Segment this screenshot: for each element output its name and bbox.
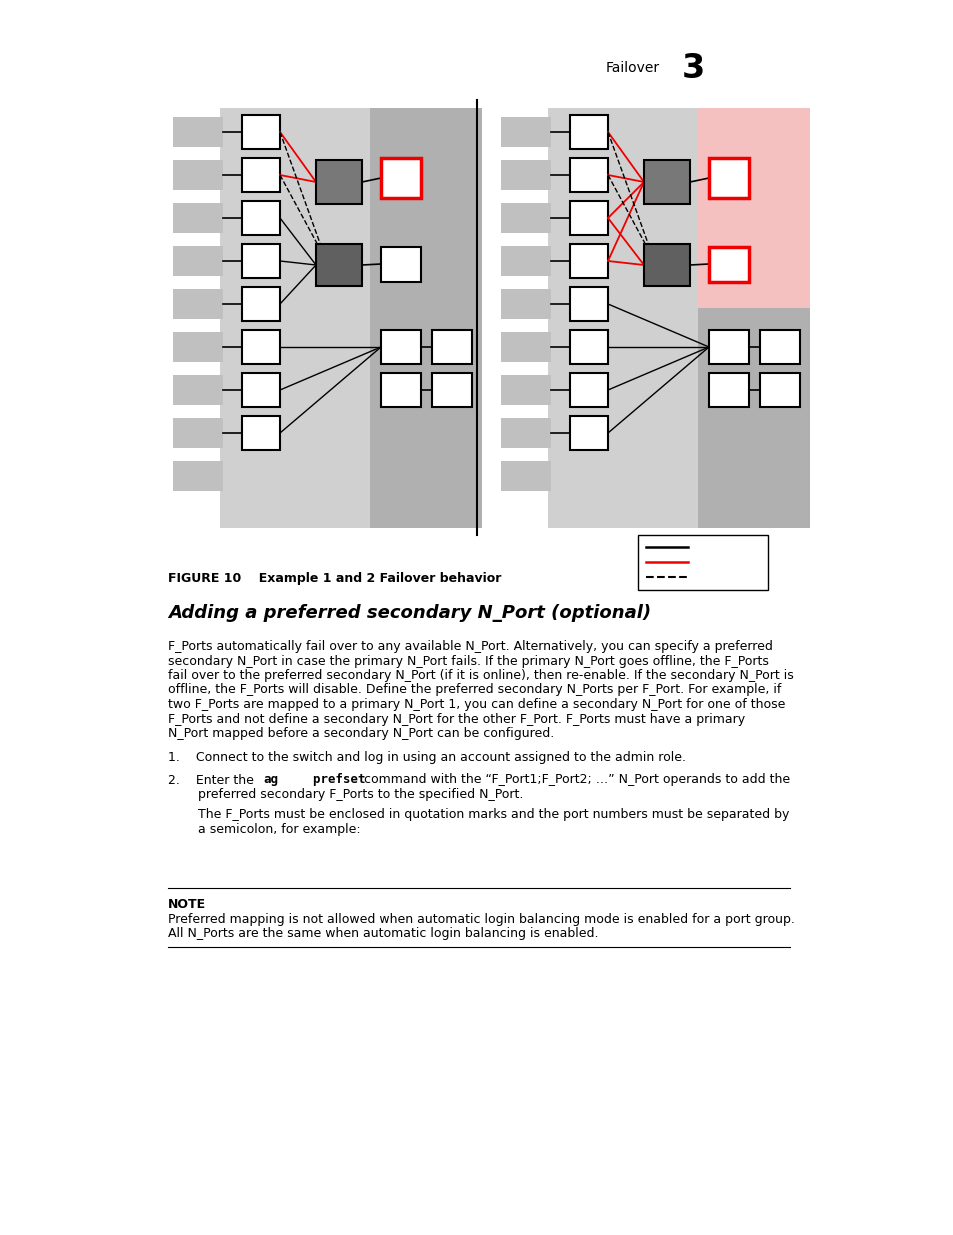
Text: 2.    Enter the: 2. Enter the xyxy=(168,773,257,787)
Bar xyxy=(500,332,551,362)
Bar xyxy=(569,115,607,149)
Text: The F_Ports must be enclosed in quotation marks and the port numbers must be sep: The F_Ports must be enclosed in quotatio… xyxy=(198,808,788,821)
Bar xyxy=(172,289,223,319)
Bar xyxy=(172,375,223,405)
Bar xyxy=(172,117,223,147)
Bar xyxy=(242,330,280,364)
Bar xyxy=(569,158,607,191)
Text: F_Ports automatically fail over to any available N_Port. Alternatively, you can : F_Ports automatically fail over to any a… xyxy=(168,640,772,653)
Text: Failover: Failover xyxy=(605,61,659,75)
Text: offline, the F_Ports will disable. Define the preferred secondary N_Ports per F_: offline, the F_Ports will disable. Defin… xyxy=(168,683,781,697)
Bar xyxy=(569,416,607,450)
Bar xyxy=(380,330,420,364)
Bar xyxy=(708,247,748,282)
Text: N_Port mapped before a secondary N_Port can be configured.: N_Port mapped before a secondary N_Port … xyxy=(168,727,554,740)
Text: FIGURE 10    Example 1 and 2 Failover behavior: FIGURE 10 Example 1 and 2 Failover behav… xyxy=(168,572,501,585)
Bar xyxy=(500,117,551,147)
Bar xyxy=(698,107,809,308)
Bar xyxy=(500,375,551,405)
Bar xyxy=(380,158,420,198)
Text: Preferred mapping is not allowed when automatic login balancing mode is enabled : Preferred mapping is not allowed when au… xyxy=(168,913,794,925)
Text: preferred secondary F_Ports to the specified N_Port.: preferred secondary F_Ports to the speci… xyxy=(198,788,523,802)
Text: —: — xyxy=(692,557,702,567)
Bar xyxy=(172,161,223,190)
Text: Adding a preferred secondary N_Port (optional): Adding a preferred secondary N_Port (opt… xyxy=(168,604,651,622)
Bar xyxy=(172,246,223,275)
Text: NOTE: NOTE xyxy=(168,898,206,910)
Text: —: — xyxy=(692,542,702,552)
Bar xyxy=(315,245,361,287)
Bar xyxy=(708,330,748,364)
Bar xyxy=(242,245,280,278)
Text: F_Ports and not define a secondary N_Port for the other F_Port. F_Ports must hav: F_Ports and not define a secondary N_Por… xyxy=(168,713,744,725)
Text: prefset: prefset xyxy=(283,773,365,787)
Bar xyxy=(547,107,747,529)
Text: fail over to the preferred secondary N_Port (if it is online), then re-enable. I: fail over to the preferred secondary N_P… xyxy=(168,669,793,682)
Bar xyxy=(500,161,551,190)
Text: ag: ag xyxy=(263,773,277,787)
Bar xyxy=(569,245,607,278)
Bar xyxy=(569,373,607,408)
Bar xyxy=(760,330,800,364)
Text: two F_Ports are mapped to a primary N_Port 1, you can define a secondary N_Port : two F_Ports are mapped to a primary N_Po… xyxy=(168,698,784,711)
Bar xyxy=(242,158,280,191)
Text: 3: 3 xyxy=(681,52,704,84)
Bar xyxy=(315,161,361,204)
Bar xyxy=(380,373,420,408)
Bar xyxy=(242,373,280,408)
Text: secondary N_Port in case the primary N_Port fails. If the primary N_Port goes of: secondary N_Port in case the primary N_P… xyxy=(168,655,768,667)
Bar xyxy=(500,203,551,233)
Bar xyxy=(172,417,223,448)
Bar xyxy=(643,245,689,287)
Bar xyxy=(220,107,419,529)
Bar xyxy=(569,330,607,364)
Bar xyxy=(500,246,551,275)
Bar xyxy=(569,201,607,235)
Text: a semicolon, for example:: a semicolon, for example: xyxy=(198,823,360,836)
Bar xyxy=(242,287,280,321)
Bar xyxy=(242,201,280,235)
Bar xyxy=(500,289,551,319)
Bar xyxy=(643,161,689,204)
Bar xyxy=(708,373,748,408)
Text: command with the “F_Port1;F_Port2; …” N_Port operands to add the: command with the “F_Port1;F_Port2; …” N_… xyxy=(359,773,789,787)
Bar xyxy=(432,373,472,408)
Bar xyxy=(698,308,809,529)
Bar xyxy=(638,535,767,590)
Bar xyxy=(708,158,748,198)
Bar xyxy=(242,115,280,149)
Bar xyxy=(569,287,607,321)
Bar xyxy=(172,332,223,362)
Text: All N_Ports are the same when automatic login balancing is enabled.: All N_Ports are the same when automatic … xyxy=(168,927,598,940)
Bar xyxy=(500,461,551,492)
Text: - -: - - xyxy=(692,572,702,582)
Bar xyxy=(242,416,280,450)
Bar xyxy=(172,203,223,233)
Bar xyxy=(432,330,472,364)
Bar xyxy=(500,417,551,448)
Bar xyxy=(760,373,800,408)
Bar xyxy=(380,247,420,282)
Bar xyxy=(370,107,481,529)
Bar xyxy=(172,461,223,492)
Text: 1.    Connect to the switch and log in using an account assigned to the admin ro: 1. Connect to the switch and log in usin… xyxy=(168,752,685,764)
